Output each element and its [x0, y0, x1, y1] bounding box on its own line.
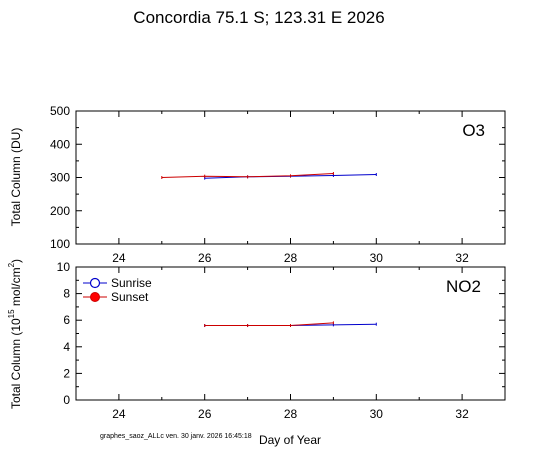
no2-ytick-label: 0 [63, 393, 70, 407]
o3-xtick-label: 24 [112, 251, 126, 265]
no2-xticks: 24 26 28 30 32 [75, 267, 506, 421]
no2-ytick-label: 2 [63, 366, 70, 380]
o3-xticks: 24 26 28 30 32 [75, 111, 506, 265]
figure-title: Concordia 75.1 S; 123.31 E 2026 [133, 8, 384, 27]
o3-xtick-label: 28 [284, 251, 298, 265]
no2-ytick-label: 10 [57, 260, 71, 274]
no2-xtick-label: 30 [370, 407, 384, 421]
o3-ytick-label: 300 [50, 171, 70, 185]
no2-panel-label: NO2 [446, 277, 481, 296]
no2-ytick-label: 8 [63, 287, 70, 301]
legend: Sunrise Sunset [83, 276, 152, 304]
no2-ytick-label: 4 [63, 340, 70, 354]
no2-xtick-label: 24 [112, 407, 126, 421]
legend-sunrise-label: Sunrise [111, 276, 152, 290]
legend-sunrise-marker [89, 277, 101, 289]
legend-sunset-marker [90, 292, 100, 302]
no2-ytick-label: 6 [63, 313, 70, 327]
o3-panel-label: O3 [462, 121, 485, 140]
o3-ytick-label: 400 [50, 137, 70, 151]
o3-xtick-label: 26 [198, 251, 212, 265]
no2-xtick-label: 26 [198, 407, 212, 421]
o3-ytick-label: 200 [50, 204, 70, 218]
no2-panel: NO2 Total Column (1015 mol/cm2) 0246810 … [7, 259, 506, 447]
o3-ytick-label: 100 [50, 237, 70, 251]
no2-series [204, 321, 377, 328]
o3-ylabel: Total Column (DU) [9, 128, 23, 227]
x-axis-label: Day of Year [259, 433, 321, 447]
o3-xtick-label: 30 [370, 251, 384, 265]
no2-ylabel: Total Column (1015 mol/cm2) [7, 259, 23, 409]
o3-yticks: 100 200 300 400 500 [50, 104, 505, 251]
o3-series [161, 172, 377, 180]
no2-xtick-label: 32 [455, 407, 469, 421]
legend-sunset-label: Sunset [111, 290, 149, 304]
o3-ytick-label: 500 [50, 104, 70, 118]
no2-xtick-label: 28 [284, 407, 298, 421]
footer-text: graphes_saoz_ALLc ven. 30 janv. 2026 16:… [100, 433, 252, 440]
o3-xtick-label: 32 [455, 251, 469, 265]
no2-series-1-line [204, 322, 334, 326]
no2-yticks: 0 2 4 6 8 10 [57, 260, 505, 407]
